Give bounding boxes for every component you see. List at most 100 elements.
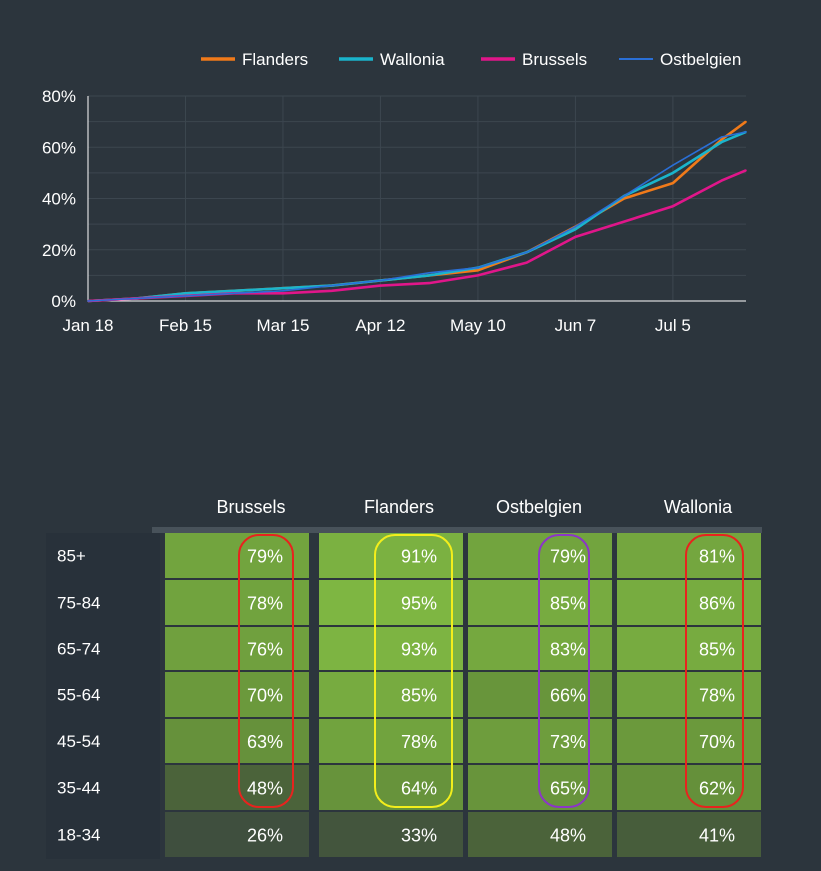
series-point-brussels [428, 282, 430, 284]
legend-label: Brussels [522, 50, 587, 69]
series-point-brussels [282, 292, 284, 295]
series-point-ostbelgien [623, 195, 625, 197]
heatmap-cell-value: 86% [699, 594, 735, 614]
heatmap-cell-value: 41% [699, 826, 735, 846]
series-point-ostbelgien [525, 251, 528, 254]
series-point-ostbelgien [330, 284, 333, 287]
heatmap-cell: 70% [617, 719, 761, 763]
row-label-85: 85+ [57, 547, 86, 566]
row-label-column-background [46, 533, 160, 859]
y-tick-label: 20% [42, 241, 76, 260]
heatmap-cell: 26% [165, 812, 309, 857]
heatmap-cell: 95% [319, 580, 463, 625]
series-point-ostbelgien [379, 279, 382, 282]
heatmap-cell-fill [165, 580, 309, 625]
heatmap-cell: 78% [319, 719, 463, 763]
heatmap-cell-fill [319, 719, 463, 763]
legend-item-flanders[interactable]: Flanders [201, 50, 308, 69]
series-point-brussels [623, 220, 625, 223]
heatmap-cell-fill [617, 765, 761, 810]
series-point-flanders [477, 269, 479, 272]
x-tick-label: Jun 7 [555, 316, 597, 335]
heatmap-cell-fill [617, 627, 761, 670]
series-point-ostbelgien [233, 292, 236, 295]
heatmap-cell-value: 48% [550, 826, 586, 846]
heatmap-cell-value: 93% [401, 640, 437, 660]
series-point-wallonia [574, 228, 577, 231]
heatmap-cell-fill [319, 672, 463, 717]
heatmap-cell: 78% [617, 672, 761, 717]
series-point-ostbelgien [745, 131, 747, 133]
heatmap-cell-value: 83% [550, 640, 586, 660]
series-point-brussels [672, 205, 674, 207]
highlight-outline-flanders [374, 534, 453, 808]
x-tick-label: Feb 15 [159, 316, 212, 335]
row-label-55-64: 55-64 [57, 686, 100, 705]
heatmap-cell-value: 33% [401, 826, 437, 846]
heatmap-cell: 91% [319, 533, 463, 578]
heatmap-cell: 85% [319, 672, 463, 717]
legend-item-brussels[interactable]: Brussels [481, 50, 587, 69]
heatmap-cell-fill [617, 812, 761, 857]
heatmap-cell: 48% [468, 812, 612, 857]
heatmap-cell: 48% [165, 765, 309, 810]
heatmap-cell-value: 78% [401, 732, 437, 752]
series-point-wallonia [672, 172, 674, 174]
heatmap-cell-value: 65% [550, 779, 586, 799]
series-point-ostbelgien [87, 300, 89, 302]
heatmap-cell-fill [165, 765, 309, 810]
heatmap-cell-value: 95% [401, 594, 437, 614]
column-header-brussels: Brussels [216, 497, 285, 517]
heatmap-cell-fill [319, 627, 463, 670]
legend-item-wallonia[interactable]: Wallonia [339, 50, 445, 69]
heatmap-cell-fill [165, 719, 309, 763]
series-point-ostbelgien [428, 272, 430, 274]
heatmap-cell-value: 85% [401, 686, 437, 706]
series-point-ostbelgien [672, 164, 674, 166]
x-tick-label: Mar 15 [257, 316, 310, 335]
series-point-ostbelgien [135, 297, 138, 300]
heatmap-cell-value: 62% [699, 779, 735, 799]
heatmap-cell: 78% [165, 580, 309, 625]
heatmap-cell-value: 91% [401, 547, 437, 567]
series-point-flanders [623, 197, 625, 200]
heatmap-cell: 70% [165, 672, 309, 717]
row-label-35-44: 35-44 [57, 779, 100, 798]
series-point-wallonia [428, 274, 430, 277]
heatmap-column-headers: Brussels Flanders Ostbelgien Wallonia [152, 497, 762, 533]
legend-item-ostbelgien[interactable]: Ostbelgien [619, 50, 741, 69]
series-point-wallonia [720, 141, 723, 143]
heatmap-cell-fill [319, 580, 463, 625]
heatmap-cell: 41% [617, 812, 761, 857]
series-point-wallonia [282, 287, 284, 289]
heatmap-cell-value: 85% [699, 640, 735, 660]
series-point-ostbelgien [184, 295, 187, 297]
heatmap-cell-value: 81% [699, 547, 735, 567]
heatmap-cell-value: 63% [247, 732, 283, 752]
heatmap-cell-fill [468, 812, 612, 857]
heatmap-cell-value: 78% [699, 686, 735, 706]
heatmap-cell-fill [617, 533, 761, 578]
series-point-wallonia [184, 292, 187, 295]
x-axis-tick-labels: Jan 18 Feb 15 Mar 15 Apr 12 May 10 Jun 7 Jul 5 [62, 316, 690, 335]
heatmap-cell-fill [617, 580, 761, 625]
heatmap-highlight-outlines [238, 534, 744, 808]
header-separator [152, 527, 762, 533]
series-point-flanders [672, 182, 674, 184]
series-point-brussels [525, 261, 528, 264]
chart-legend[interactable]: Flanders Wallonia Brussels Ostbelgien [201, 50, 741, 69]
heatmap-cells: 79% 91% 79% 81% 78% 95% 85% 86% 76% 93% 83% 85% 70% 8… [165, 533, 761, 857]
heatmap-cell-fill [165, 812, 309, 857]
highlight-outline-brussels [238, 534, 294, 808]
heatmap-cell-fill [617, 719, 761, 763]
heatmap-cell: 63% [165, 719, 309, 763]
highlight-outline-wallonia [685, 534, 744, 808]
heatmap-cell: 81% [617, 533, 761, 578]
series-point-flanders [720, 138, 723, 141]
row-label-18-34: 18-34 [57, 826, 100, 845]
heatmap-cell: 93% [319, 627, 463, 670]
heatmap-cell-value: 70% [247, 686, 283, 706]
heatmap-cell: 33% [319, 812, 463, 857]
series-point-brussels [477, 274, 479, 277]
